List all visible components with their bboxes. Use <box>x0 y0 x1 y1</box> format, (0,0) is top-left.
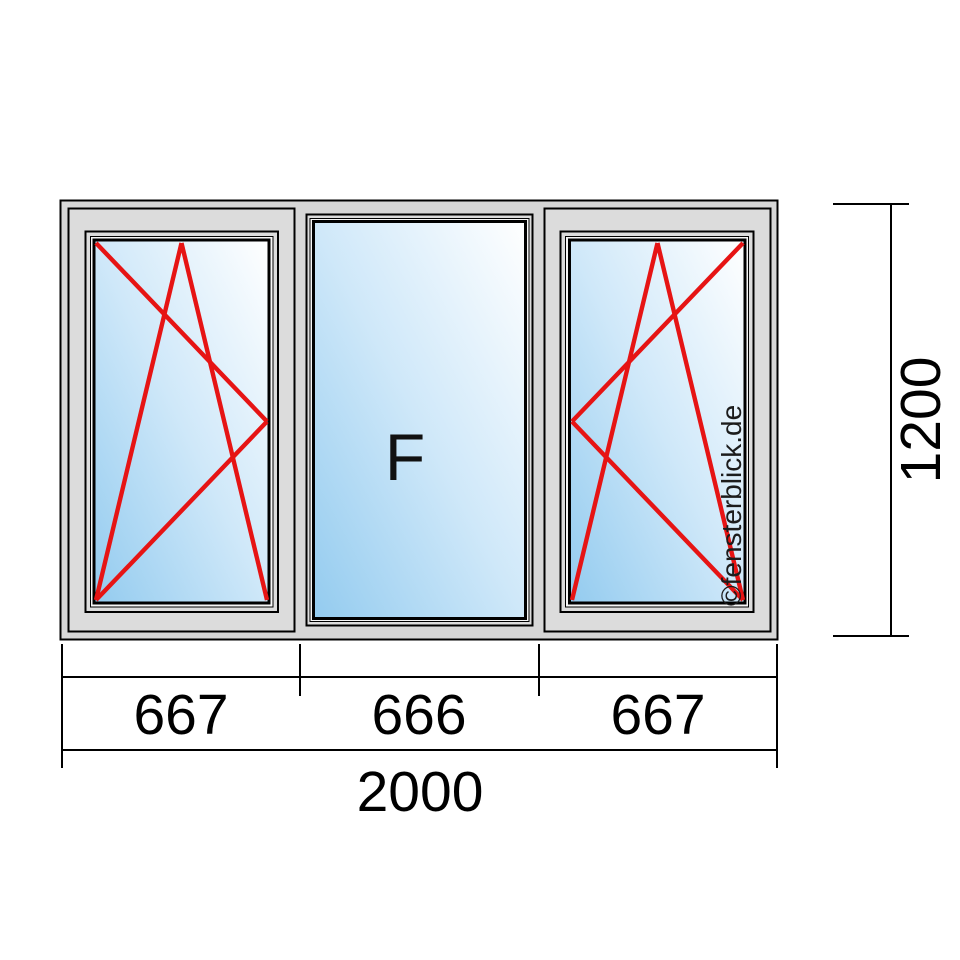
pane-middle-fixed: F <box>309 217 530 623</box>
middle-glass <box>312 220 527 620</box>
right-opening-symbol <box>569 241 746 602</box>
tilt-symbol-line <box>655 242 746 601</box>
turn-symbol-line <box>570 419 745 602</box>
total-width-label: 2000 <box>357 760 484 824</box>
width-label-left: 667 <box>133 683 228 747</box>
pane-left-tilt-turn <box>84 230 280 614</box>
turn-symbol-line <box>94 419 269 602</box>
width-label-middle: 666 <box>371 683 466 747</box>
turn-symbol-line <box>570 241 745 424</box>
tilt-symbol-line <box>179 242 270 601</box>
left-opening-symbol <box>93 241 270 602</box>
width-label-right: 667 <box>610 683 705 747</box>
tilt-symbol-line <box>569 242 660 601</box>
left-glass <box>92 238 271 605</box>
height-dimension: 1200 <box>833 203 953 637</box>
turn-symbol-line <box>94 241 269 424</box>
pane-right-tilt-turn: ©fensterblick.de <box>559 230 755 614</box>
tilt-symbol-line <box>93 242 184 601</box>
right-glass <box>568 238 747 605</box>
height-label: 1200 <box>889 357 953 484</box>
watermark-text: ©fensterblick.de <box>716 405 747 606</box>
fixed-pane-label: F <box>385 420 425 494</box>
width-dimensions: 667 666 667 2000 <box>61 644 778 824</box>
